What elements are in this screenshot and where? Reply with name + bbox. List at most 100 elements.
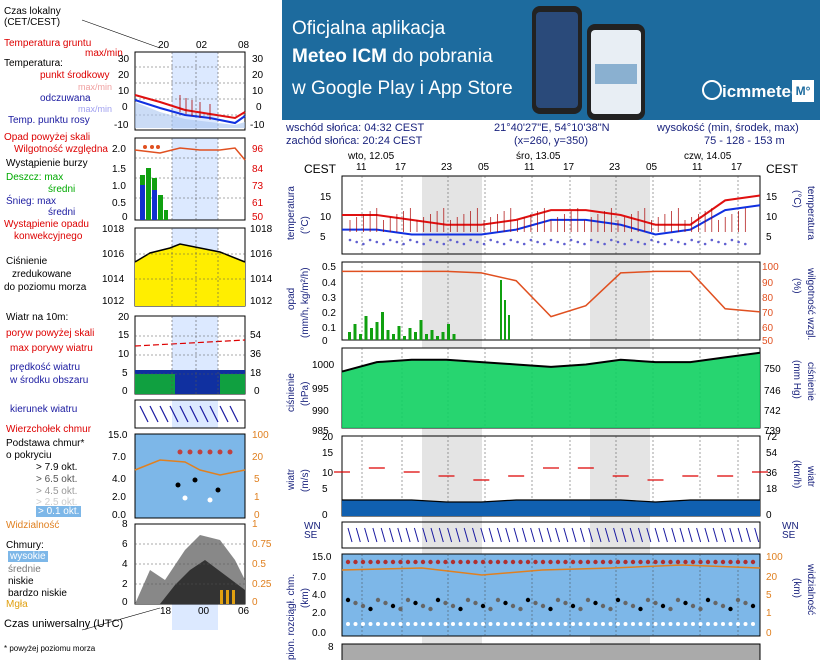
- rain-bar: [397, 326, 401, 340]
- compass-left-w: W: [304, 521, 314, 532]
- cloud-base-dot: [420, 603, 426, 609]
- wind-direction-panel: [341, 521, 761, 549]
- cloud-low-dot: [413, 622, 418, 626]
- local-tick-02: 02: [196, 40, 208, 51]
- wind-tick-l-5: 5: [122, 368, 128, 379]
- dew-point-dot: [603, 242, 606, 246]
- cloud-low-dot: [451, 622, 455, 626]
- wind-direction-arrow: [555, 527, 560, 543]
- pressure-sea-label: do poziomu morza: [4, 282, 87, 293]
- cl-tick-2: 2: [122, 579, 128, 590]
- cloud-base-dot: [428, 606, 433, 612]
- wind-direction-arrow: [530, 527, 536, 543]
- cloud-low-dot: [593, 622, 598, 626]
- cloud-low-dot: [608, 622, 613, 626]
- cloud-top-dot: [398, 559, 403, 565]
- dew-point-dot: [717, 240, 720, 244]
- wind-direction-arrow: [721, 527, 726, 543]
- cloud-top-dot: [653, 559, 658, 565]
- compass-left-e: E: [310, 530, 318, 541]
- wind-direction-arrow: [729, 527, 735, 543]
- cloud-base-dot: [698, 606, 703, 612]
- dew-point-dot: [476, 240, 479, 244]
- temp-axis-label-right: temperatura: [805, 186, 816, 240]
- okt-25-label: > 2.5 okt.: [36, 497, 78, 508]
- y-tick-label: 0.2: [322, 308, 336, 319]
- cr-tick-0: 0: [252, 597, 258, 608]
- wind-direction-arrow: [646, 527, 652, 543]
- cloud-base-dot: [750, 603, 756, 609]
- cloud-base-dot: [533, 600, 538, 606]
- meteogram: CEST CEST wto, 12.05 śro, 13.05 czw, 14.…: [282, 150, 820, 665]
- cloud-low-dot: [646, 622, 650, 626]
- dew-point-dot: [362, 242, 365, 246]
- rain-bar: [403, 336, 406, 340]
- pressure-label: Ciśnienie: [6, 256, 48, 267]
- dew-point-dot: [549, 238, 553, 242]
- dew-point-dot: [636, 240, 640, 244]
- cloud-tick-l-0: 0.0: [112, 510, 126, 521]
- cest-left-label: CEST: [304, 162, 337, 176]
- rain-bar: [370, 328, 373, 340]
- y-tick-label: 36: [766, 468, 778, 479]
- dew-point-dot: [656, 240, 660, 244]
- cloud-base-dot: [743, 600, 748, 606]
- rain-bar: [375, 322, 379, 340]
- cloud-low-dot: [743, 622, 748, 626]
- press-tick-l-1018: 1018: [102, 224, 125, 235]
- hour-label: 17: [563, 162, 575, 173]
- cloud-top-dot: [495, 559, 501, 565]
- cl-tick-8: 8: [122, 519, 128, 530]
- local-tick-20: 20: [158, 40, 170, 51]
- local-time-label: Czas lokalny (CET/CEST): [4, 6, 61, 28]
- visibility-line: [341, 564, 761, 576]
- rain-bar: [392, 334, 395, 340]
- hum-tick-73: 73: [252, 181, 264, 192]
- wind-tick-l-0: 0: [122, 386, 128, 397]
- y-tick-label: 990: [312, 406, 329, 417]
- cloud-top-dot: [405, 559, 411, 565]
- cloud-low-dot: [511, 622, 515, 626]
- cloud-base-dot: [600, 603, 606, 609]
- cloud-low-dot: [526, 622, 530, 626]
- cloud-top-dot: [683, 559, 688, 565]
- dew-point-dot: [482, 242, 486, 246]
- cloud-base-dot: [345, 597, 351, 603]
- dew-point-dot: [596, 240, 600, 244]
- cloud-low-dot: [518, 622, 523, 626]
- wind-direction-arrow: [745, 527, 751, 543]
- cloud-top-dot: [428, 559, 433, 565]
- utc-tick-06: 06: [238, 606, 250, 617]
- very-low-clouds-label: bardzo niskie: [8, 588, 67, 599]
- cloud-top-dot: [548, 559, 553, 565]
- promo-banner[interactable]: Oficjalna aplikacja Meteo ICM do pobrani…: [282, 0, 820, 120]
- rain-bar: [504, 300, 506, 340]
- dew-point-dot: [543, 242, 546, 246]
- cloud-top-dot: [638, 559, 643, 565]
- wind-direction-arrow: [505, 527, 511, 543]
- cloud-top-dot: [510, 559, 516, 565]
- cloud-base-dot: [413, 600, 418, 606]
- cloud-low-dot: [473, 622, 478, 626]
- rain-bar: [452, 334, 456, 340]
- dew-point-dot: [536, 240, 539, 244]
- y-tick-label: 995: [312, 384, 329, 395]
- dew-point-dot: [522, 242, 526, 246]
- cloud-tick-l-15: 15.0: [108, 430, 128, 441]
- cloud-top-dot: [660, 559, 666, 565]
- temp-tick-l-10: 10: [118, 86, 130, 97]
- cloud-top-dot: [360, 559, 366, 565]
- y-tick-label: 742: [764, 406, 781, 417]
- pressure-area: [342, 352, 760, 428]
- precip-tick-15: 1.5: [112, 164, 126, 175]
- wind-tick-r-0: 0: [254, 386, 260, 397]
- cloud-low-dot: [361, 622, 365, 626]
- wind-direction-arrow: [687, 527, 693, 543]
- rain-bar: [386, 330, 390, 340]
- temp-tick-r-30: 30: [252, 54, 264, 65]
- cloud-top-dot: [668, 559, 673, 565]
- cloud-top-dot: [458, 559, 463, 565]
- cloud-top-dot: [465, 559, 471, 565]
- wind-avg-label: w środku obszaru: [10, 375, 89, 386]
- bottom-tick-8: 8: [328, 642, 334, 653]
